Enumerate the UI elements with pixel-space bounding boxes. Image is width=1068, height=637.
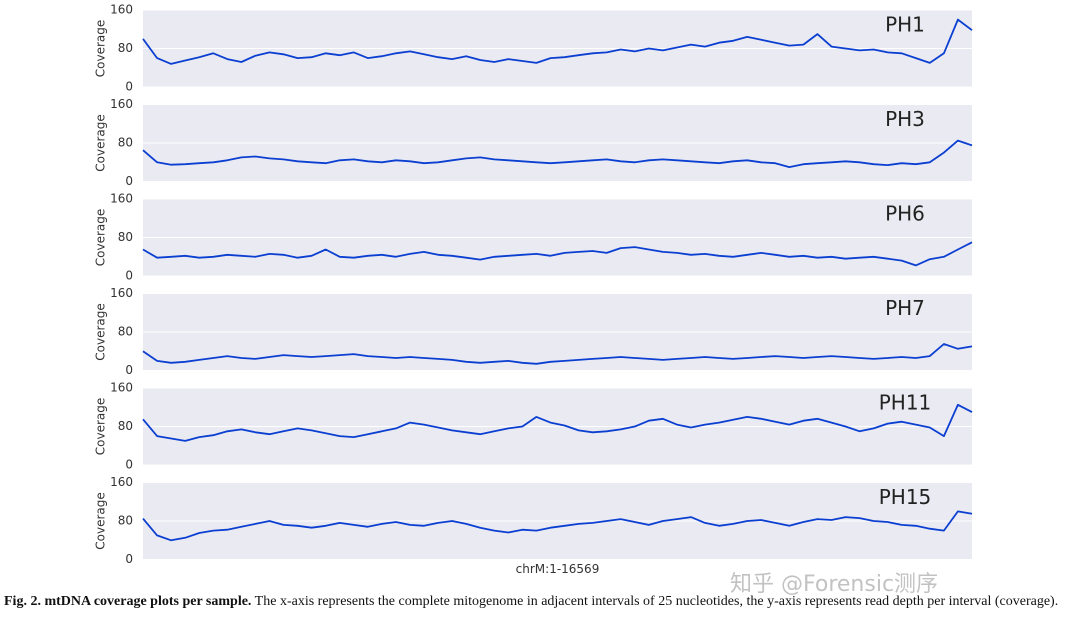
y-axis-label: Coverage: [94, 398, 108, 456]
y-tick-label: 0: [125, 552, 133, 566]
y-tick-label: 0: [125, 269, 133, 283]
y-tick-label: 0: [125, 363, 133, 377]
y-tick-label: 80: [118, 419, 133, 433]
y-tick-label: 160: [110, 192, 133, 206]
coverage-line: [142, 510, 973, 542]
coverage-line: [142, 18, 973, 65]
y-tick-label: 160: [110, 97, 133, 111]
watermark: 知乎 @Forensic测序: [730, 572, 939, 597]
x-axis-label: chrM:1-16569: [516, 562, 600, 576]
panel-title: PH15: [879, 485, 932, 509]
panel-title: PH7: [885, 296, 925, 320]
y-axis-label: Coverage: [94, 20, 108, 78]
panel-title: PH1: [885, 13, 925, 37]
y-tick-label: 80: [118, 136, 133, 150]
caption-label: Fig. 2. mtDNA coverage plots per sample.: [4, 594, 252, 609]
panel-title: PH3: [885, 107, 925, 131]
y-tick-label: 0: [125, 80, 133, 94]
coverage-line: [142, 241, 973, 267]
panel-title: PH6: [885, 202, 925, 226]
y-axis-label: Coverage: [94, 492, 108, 550]
y-tick-label: 160: [110, 3, 133, 17]
y-tick-label: 80: [118, 230, 133, 244]
y-axis-label: Coverage: [94, 114, 108, 172]
y-axis-label: Coverage: [94, 209, 108, 267]
caption: Fig. 2. mtDNA coverage plots per sample.…: [4, 592, 1064, 611]
coverage-line: [142, 403, 973, 442]
panel-title: PH11: [879, 391, 932, 415]
coverage-line: [142, 343, 973, 365]
y-tick-label: 160: [110, 475, 133, 489]
y-tick-label: 160: [110, 381, 133, 395]
caption-text: The x-axis represents the complete mitog…: [251, 594, 1059, 609]
coverage-line: [142, 139, 973, 168]
y-tick-label: 80: [118, 325, 133, 339]
y-axis-label: Coverage: [94, 303, 108, 361]
y-tick-label: 80: [118, 41, 133, 55]
y-tick-label: 160: [110, 286, 133, 300]
y-tick-label: 0: [125, 174, 133, 188]
y-tick-label: 0: [125, 458, 133, 472]
y-tick-label: 80: [118, 514, 133, 528]
